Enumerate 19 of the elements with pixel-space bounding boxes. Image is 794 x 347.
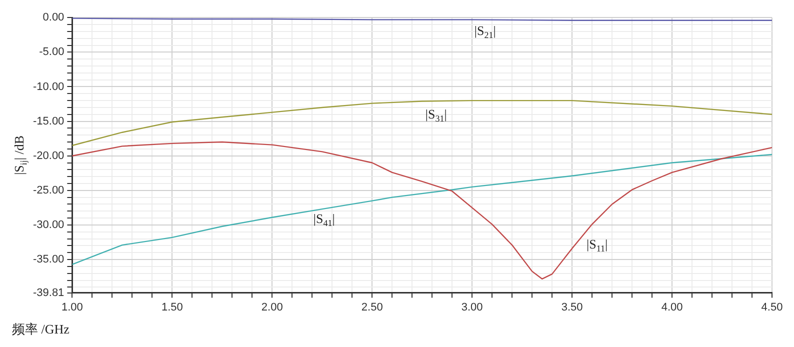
- y-tick-label: -15.00: [32, 115, 64, 128]
- y-tick-label: -25.00: [32, 184, 64, 196]
- y-tick-label: -10.00: [32, 80, 64, 93]
- x-tick-label: 3.50: [561, 301, 583, 314]
- x-tick-label: 4.50: [761, 301, 783, 314]
- x-axis-title: 频率 /GHz: [12, 321, 70, 336]
- y-tick-label: -35.00: [32, 254, 64, 266]
- x-tick-label: 3.00: [461, 301, 483, 314]
- x-tick-label: 1.00: [61, 301, 83, 314]
- y-tick-label: -5.00: [39, 46, 64, 58]
- y-tick-label: -20.00: [32, 150, 64, 162]
- x-tick-label: 2.00: [261, 301, 283, 314]
- y-axis-title: |Sij| /dB: [11, 135, 28, 175]
- x-tick-label: 4.00: [661, 301, 683, 314]
- x-tick-label: 2.50: [361, 301, 383, 314]
- y-tick-label: -39.81: [32, 286, 64, 299]
- y-tick-label: 0.00: [42, 12, 64, 24]
- y-tick-label: -30.00: [32, 219, 64, 232]
- x-tick-label: 1.50: [161, 301, 183, 314]
